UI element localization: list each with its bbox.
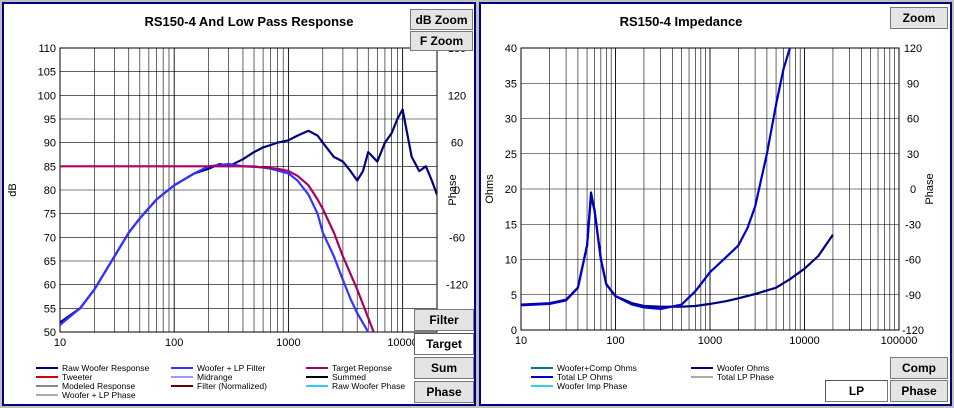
y-tick-label: 5 [511, 290, 517, 302]
y-tick-label: 80 [44, 185, 56, 197]
legend-entry: Woofer Imp Phase [557, 381, 628, 391]
series-line-woofer-ohms [521, 191, 834, 308]
phase-tick-label: 0 [454, 185, 460, 197]
series-group [60, 108, 437, 332]
series-line-raw-woofer-response [60, 108, 437, 324]
plot-frame [520, 47, 900, 331]
y-tick-label: 0 [511, 325, 517, 337]
impedance-chart: RS150-4 Impedance 0 5 10 15 20 25 30 35 40 -120 -90… [484, 14, 936, 391]
x-tick-label: 100 [606, 335, 624, 347]
grid [59, 47, 438, 333]
grid [520, 47, 899, 331]
legend: Woofer+Comp Ohms Woofer Ohms Total LP Ohms… [531, 363, 774, 391]
legend-entry: Midrange [197, 372, 233, 382]
y-tick-label: 30 [505, 114, 517, 126]
sum-button[interactable]: Sum [414, 357, 474, 379]
series-group [521, 48, 834, 310]
plot-frame [59, 47, 438, 333]
filter-button[interactable]: Filter [414, 309, 474, 331]
phase-tick-label: 120 [448, 90, 466, 102]
frequency-response-chart: RS150-4 And Low Pass Response 50 55 60 65 70 7… [7, 14, 468, 400]
y-tick-label: 90 [44, 138, 56, 150]
f-zoom-button[interactable]: F Zoom [410, 31, 473, 51]
phase-axis-label: Phase [924, 173, 936, 204]
impedance-panel: RS150-4 Impedance 0 5 10 15 20 25 30 35 40 -120 -90… [479, 2, 952, 406]
y-tick-label: 60 [44, 280, 56, 292]
x-tick-label: 10 [515, 335, 527, 347]
legend-entry: Raw Woofer Phase [332, 381, 405, 391]
x-tick-label: 10 [54, 337, 66, 349]
comp-button[interactable]: Comp [890, 357, 948, 379]
x-tick-label: 1000 [276, 337, 300, 349]
y-tick-label: 40 [505, 43, 517, 55]
phase-tick-label: 60 [451, 138, 463, 150]
phase-tick-label: 0 [910, 184, 916, 196]
phase-tick-label: -120 [902, 325, 924, 337]
frequency-response-panel: RS150-4 And Low Pass Response 50 55 60 65 70 7… [2, 2, 476, 406]
y-axis-label: Ohms [484, 174, 496, 204]
legend-entry: Woofer Ohms [717, 363, 769, 373]
x-tick-label: 10000 [387, 337, 418, 349]
chart-title: RS150-4 And Low Pass Response [144, 14, 353, 29]
legend-entry: Raw Woofer Response [62, 363, 150, 373]
y-tick-label: 10 [505, 255, 517, 267]
phase-tick-label: 90 [907, 78, 919, 90]
y-tick-label: 105 [38, 67, 56, 79]
phase-axis-label: Phase [447, 174, 459, 205]
y-tick-label: 100 [38, 90, 56, 102]
y-axis-label: dB [7, 183, 19, 196]
db-zoom-button[interactable]: dB Zoom [410, 9, 473, 30]
zoom-button[interactable]: Zoom [890, 7, 948, 29]
phase-tick-label: 60 [907, 114, 919, 126]
y-tick-label: 50 [44, 327, 56, 339]
y-tick-label: 15 [505, 219, 517, 231]
legend-entry: Woofer + LP Filter [197, 363, 266, 373]
phase-tick-label: -60 [905, 255, 921, 267]
y-tick-label: 110 [38, 43, 56, 55]
y-tick-label: 75 [44, 209, 56, 221]
target-button[interactable]: Target [414, 333, 474, 355]
phase-tick-label: 120 [904, 43, 922, 55]
legend-entry: Total LP Phase [717, 372, 774, 382]
legend-entry: Tweeter [62, 372, 92, 382]
legend: Raw Woofer Response Woofer + LP Filter Tar… [36, 363, 405, 400]
y-tick-label: 35 [505, 78, 517, 90]
x-tick-label: 100 [165, 337, 183, 349]
legend-entry: Woofer+Comp Ohms [557, 363, 637, 373]
series-line-woofer-lp-filter [60, 162, 370, 332]
series-line-total-lp-ohms [521, 48, 791, 310]
y-tick-label: 70 [44, 232, 56, 244]
y-tick-label: 95 [44, 114, 56, 126]
y-tick-label: 25 [505, 149, 517, 161]
legend-entry: Modeled Response [62, 381, 136, 391]
x-tick-label: 10000 [789, 335, 820, 347]
phase-tick-label: -30 [905, 219, 921, 231]
legend-entry: Target Reponse [332, 363, 392, 373]
y-tick-label: 85 [44, 161, 56, 173]
y-tick-label: 55 [44, 303, 56, 315]
phase-tick-label: 30 [907, 149, 919, 161]
phase-tick-label: -120 [446, 280, 468, 292]
legend-entry: Summed [332, 372, 366, 382]
x-tick-label: 100000 [881, 335, 918, 347]
legend-entry: Filter (Normalized) [197, 381, 267, 391]
y-tick-label: 65 [44, 256, 56, 268]
chart-title: RS150-4 Impedance [620, 14, 743, 29]
series-line-target-reponse [60, 165, 375, 332]
phase-button[interactable]: Phase [414, 381, 474, 403]
legend-entry: Total LP Ohms [557, 372, 613, 382]
lp-button[interactable]: LP [825, 380, 888, 402]
phase-tick-label: -60 [449, 232, 465, 244]
x-tick-label: 1000 [698, 335, 722, 347]
y-tick-label: 20 [505, 184, 517, 196]
legend-entry: Woofer + LP Phase [62, 390, 136, 400]
phase-tick-label: -90 [905, 290, 921, 302]
impedance-phase-button[interactable]: Phase [890, 380, 948, 402]
